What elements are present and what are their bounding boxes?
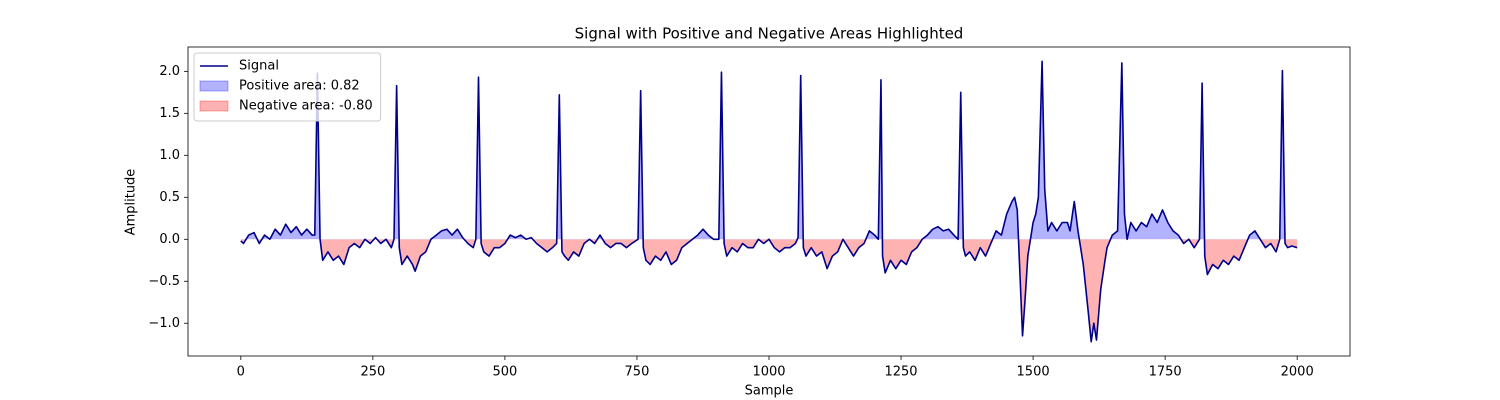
y-tick-label: −0.5 — [148, 274, 180, 289]
x-tick-label: 1750 — [1149, 365, 1182, 380]
y-tick-label: 0.5 — [159, 190, 180, 205]
chart-title: Signal with Positive and Negative Areas … — [575, 25, 964, 43]
x-tick-label: 2000 — [1281, 365, 1314, 380]
x-tick-label: 1000 — [752, 365, 785, 380]
y-tick-label: 1.5 — [159, 106, 180, 121]
x-tick-label: 1500 — [1017, 365, 1050, 380]
y-axis-label: Amplitude — [124, 169, 139, 236]
x-tick-label: 500 — [492, 365, 517, 380]
legend-label: Negative area: -0.80 — [239, 99, 373, 114]
y-tick-label: 2.0 — [159, 64, 180, 79]
y-tick-label: 1.0 — [159, 148, 180, 163]
legend: Signal Positive area: 0.82 Negative area: … — [193, 52, 382, 122]
negative-area — [240, 239, 1298, 342]
signal-line — [240, 60, 1298, 343]
x-axis-label: Sample — [745, 384, 794, 399]
legend-label: Signal — [239, 59, 279, 74]
x-tick-label: 750 — [625, 365, 650, 380]
x-tick-label: 0 — [237, 365, 245, 380]
legend-patch — [199, 80, 229, 92]
legend-box — [193, 52, 382, 122]
x-tick-label: 250 — [360, 365, 385, 380]
legend-label: Positive area: 0.82 — [239, 79, 360, 94]
x-tick-label: 1250 — [884, 365, 917, 380]
y-tick-label: −1.0 — [148, 316, 180, 331]
y-tick-label: 0.0 — [159, 232, 180, 247]
legend-patch — [199, 100, 229, 112]
